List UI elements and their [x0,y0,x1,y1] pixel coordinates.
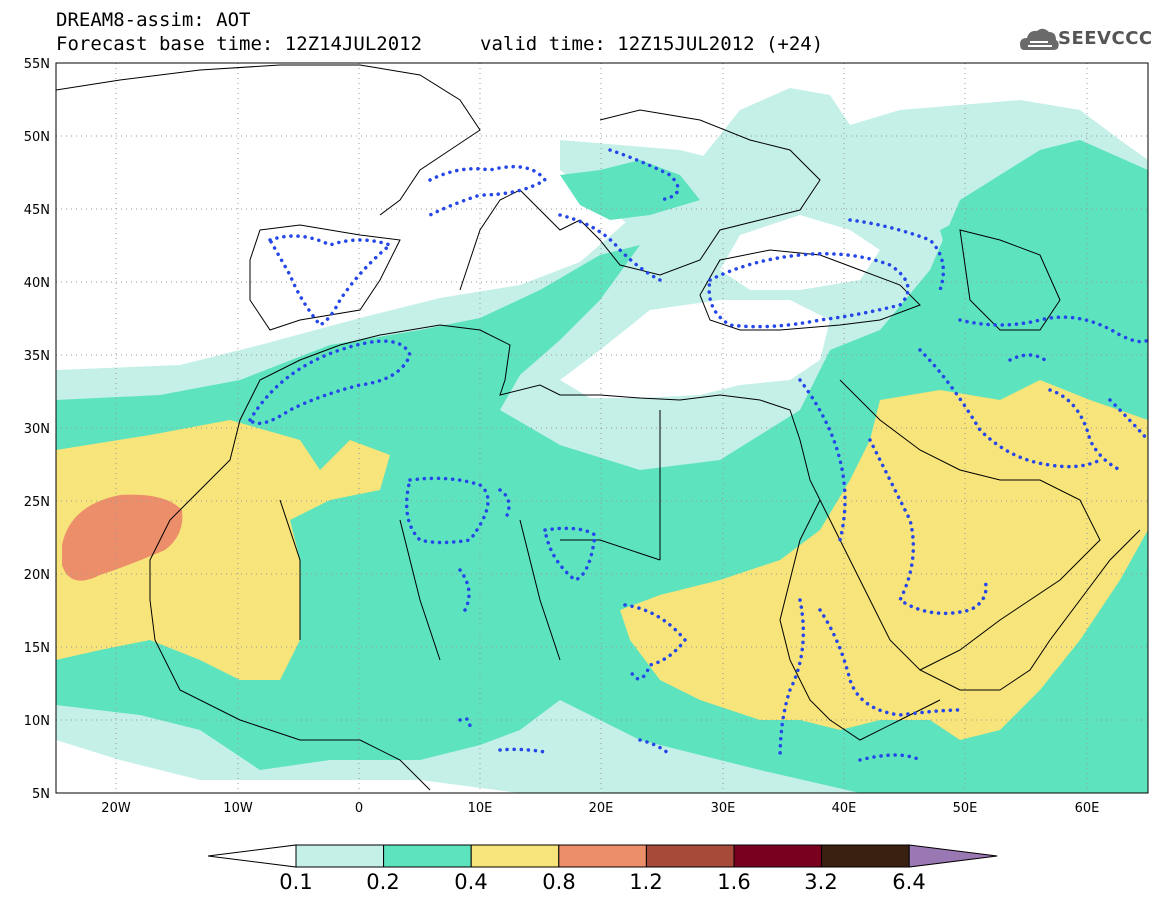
lat-label: 5N [32,787,50,802]
colorbar [207,844,998,868]
colorbar-swatch [470,844,560,868]
lon-label: 10W [223,801,253,816]
aot-band-below-0.1-med [560,300,830,398]
colorbar-swatch [645,844,735,868]
valid-time: valid time: 12Z15JUL2012 (+24) [480,33,824,55]
aot-band-0.4-east [620,380,1148,740]
colorbar-swatch [821,844,910,868]
aot-contours [247,148,1148,762]
lat-label: 20N [24,568,50,583]
lon-labels: 20W 10W 0 10E 20E 30E 40E 50E 60E [101,801,1099,816]
colorbar-label: 0.8 [542,870,576,894]
lat-label: 50N [24,130,50,145]
lat-label: 40N [24,276,50,291]
lon-label: 10E [468,801,493,816]
colorbar-label: 0.1 [279,870,313,894]
lat-label: 25N [24,495,50,510]
aot-band-0.4-west [56,420,390,680]
lat-label: 30N [24,422,50,437]
colorbar-swatch [733,844,823,868]
colorbar-label: 0.4 [454,870,488,894]
lat-label: 45N [24,203,50,218]
lon-label: 50E [953,801,978,816]
lat-label: 55N [24,57,50,72]
lon-label: 0 [355,801,363,816]
lon-label: 20W [101,801,131,816]
lat-label: 10N [24,714,50,729]
coastlines [56,64,1141,791]
colorbar-label: 3.2 [804,870,838,894]
lat-labels: 55N 50N 45N 40N 35N 30N 25N 20N 15N 10N … [24,57,50,802]
colorbar-label: 1.2 [629,870,663,894]
aot-band-0.2-east [940,140,1148,350]
colorbar-label: 6.4 [892,870,926,894]
colorbar-swatch [295,844,385,868]
colorbar-label: 0.2 [366,870,400,894]
colorbar-swatch [383,844,472,868]
lon-label: 30E [711,801,736,816]
cloud-icon [1020,28,1059,50]
logo-text: SEEVCCC [1058,28,1153,49]
aot-band-0.8 [62,494,183,581]
lat-label: 35N [24,349,50,364]
colorbar-swatch [558,844,647,868]
colorbar-min-arrow [207,844,297,868]
colorbar-label: 1.6 [717,870,751,894]
map-frame [55,62,1149,794]
lon-label: 60E [1075,801,1100,816]
forecast-base-time: Forecast base time: 12Z14JUL2012 [56,33,423,55]
colorbar-max-arrow [908,844,998,868]
lon-label: 20E [589,801,614,816]
lon-label: 40E [832,801,857,816]
aot-band-0.2-balkan [560,160,700,220]
lat-label: 15N [24,641,50,656]
product-title: DREAM8-assim: AOT [56,9,251,31]
